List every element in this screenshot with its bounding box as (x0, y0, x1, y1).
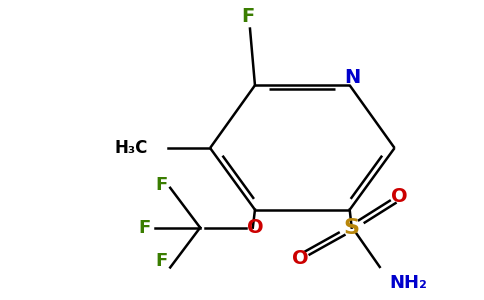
Text: NH₂: NH₂ (390, 274, 427, 292)
Text: F: F (155, 252, 168, 270)
Text: O: O (292, 250, 308, 268)
Text: N: N (344, 68, 360, 87)
Text: F: F (155, 176, 168, 194)
Text: O: O (391, 187, 408, 206)
Text: F: F (138, 219, 151, 237)
Text: F: F (241, 7, 254, 26)
Text: O: O (247, 218, 263, 237)
Text: H₃C: H₃C (115, 139, 148, 157)
Text: S: S (344, 218, 360, 238)
